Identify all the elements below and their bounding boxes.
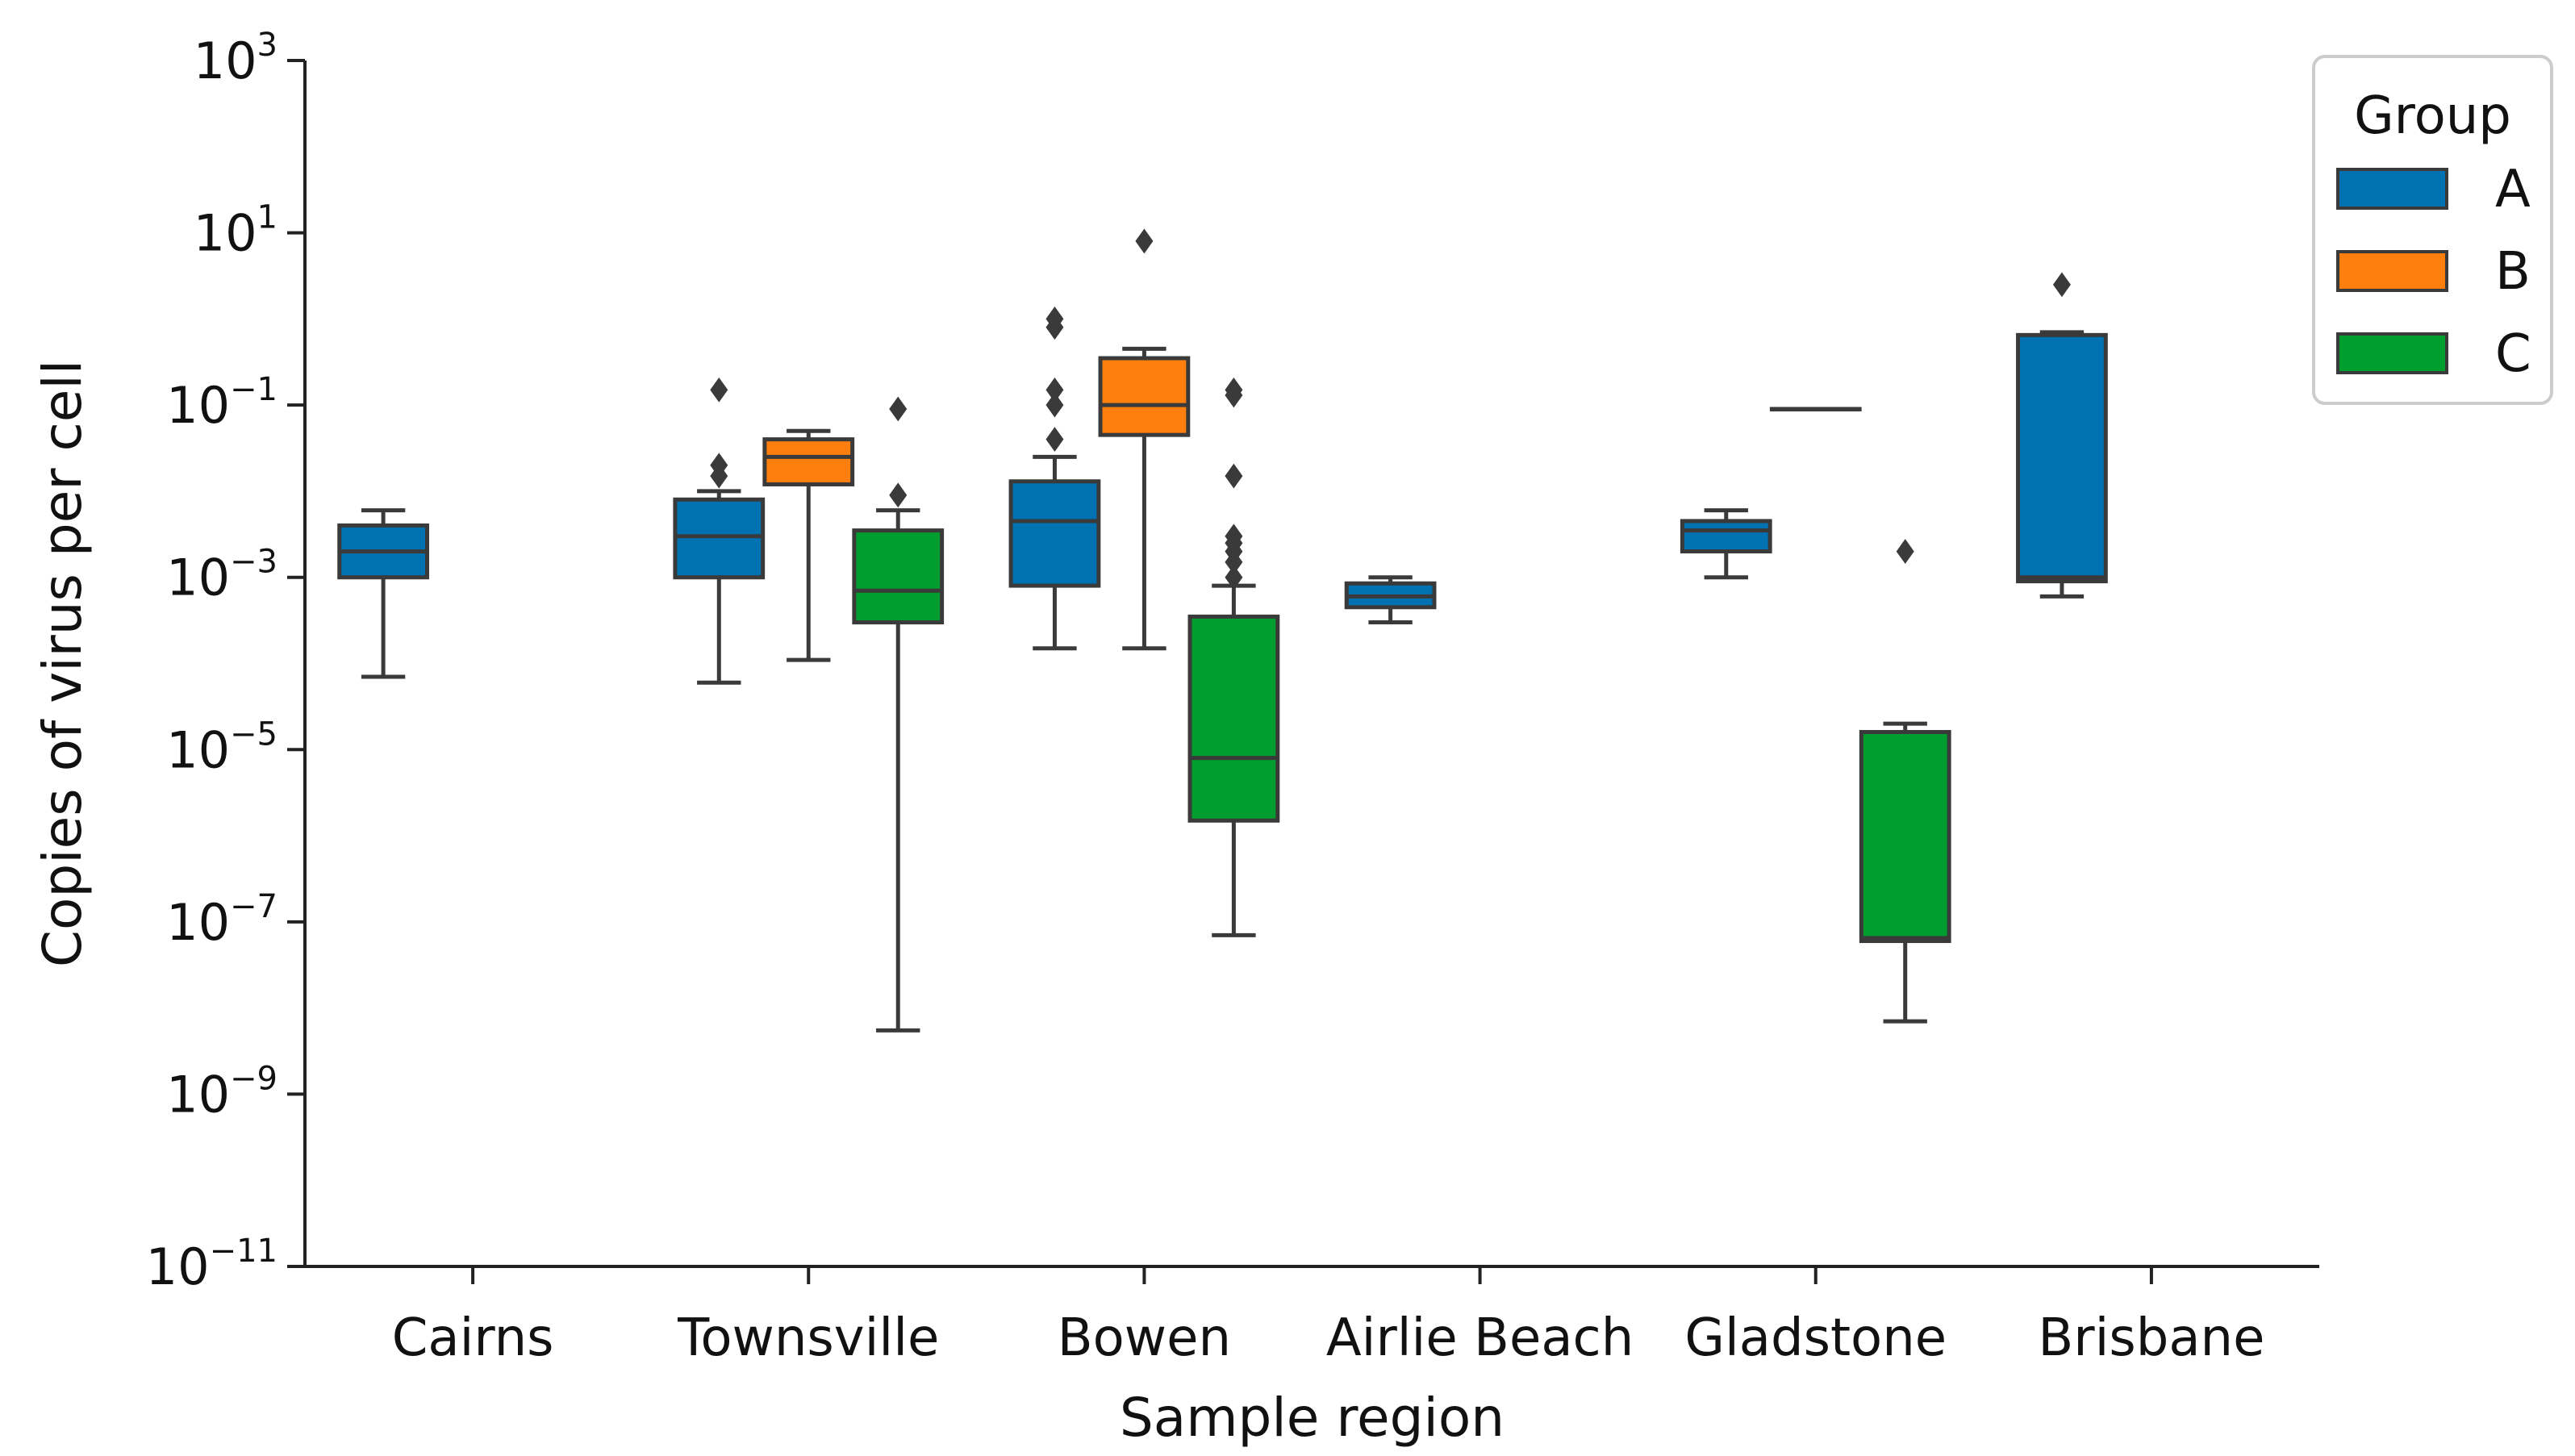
box-body [2016, 332, 2108, 584]
outlier-point [1225, 565, 1243, 590]
y-tick-label: 101 [194, 199, 278, 263]
y-tick-label: 10−11 [146, 1233, 278, 1296]
outlier-point [1896, 539, 1914, 564]
y-tick-label: 103 [194, 27, 278, 90]
box-C-bowen [1187, 377, 1280, 937]
x-tick-label: Townsville [677, 1308, 939, 1368]
box-A-airlie-beach [1344, 575, 1437, 625]
outlier-point [2052, 272, 2071, 298]
legend-swatch-C [2336, 332, 2448, 374]
box-A-gladstone [1680, 508, 1772, 580]
box-C-gladstone [1859, 539, 1951, 1024]
legend-title: Group [2354, 86, 2511, 146]
outlier-point [1045, 377, 1064, 403]
legend-frame [2312, 55, 2553, 405]
x-tick-label: Cairns [392, 1308, 554, 1368]
y-axis-title: Copies of virus per cell [31, 360, 94, 967]
box-A-cairns [337, 508, 429, 679]
legend-label-C: C [2495, 324, 2531, 384]
box-B-gladstone [1769, 407, 1862, 412]
legend-swatch-B [2336, 250, 2448, 292]
y-tick-label: 10−5 [166, 715, 278, 779]
outlier-point [1135, 228, 1154, 254]
outlier-point [1225, 463, 1243, 489]
x-tick-label: Bowen [1058, 1308, 1231, 1368]
outlier-point [710, 377, 728, 403]
outlier-point [1225, 377, 1243, 403]
y-tick-label: 10−9 [166, 1060, 278, 1124]
outlier-point [1045, 427, 1064, 453]
x-tick-label: Brisbane [2038, 1308, 2264, 1368]
box-C-townsville [852, 396, 945, 1033]
box-body [762, 437, 855, 486]
box-body [1680, 519, 1772, 554]
y-tick-label: 10−7 [166, 888, 278, 952]
box-body [1098, 356, 1191, 437]
x-tick-label: Gladstone [1684, 1308, 1947, 1368]
box-A-townsville [673, 377, 766, 685]
outlier-point [1045, 392, 1064, 418]
legend: Group ABC [2312, 55, 2553, 405]
box-B-bowen [1098, 228, 1191, 651]
box-body [1859, 729, 1951, 944]
box-body [852, 528, 945, 625]
box-body [1008, 479, 1101, 588]
outlier-point [1225, 524, 1243, 549]
outlier-point [1045, 306, 1064, 332]
outlier-point [710, 453, 728, 478]
boxes [337, 228, 2108, 1033]
x-tick-label: Airlie Beach [1326, 1308, 1634, 1368]
legend-swatch-A [2336, 168, 2448, 210]
y-tick-label: 10−3 [166, 544, 278, 607]
box-body [1187, 614, 1280, 823]
box-body [673, 497, 766, 580]
x-axis-title: Sample region [1120, 1387, 1505, 1449]
box-A-bowen [1008, 306, 1101, 651]
outlier-point [889, 482, 908, 508]
outlier-point [889, 396, 908, 422]
box-A-brisbane [2016, 272, 2108, 599]
axes: 103 101 10−1 10−3 10−5 10−7 10−9 10−11 Cairns Tow… [31, 27, 2319, 1449]
y-tick-label: 10−1 [166, 371, 278, 435]
legend-label-A: A [2495, 160, 2531, 219]
box-B-townsville [762, 428, 855, 662]
legend-label-B: B [2495, 242, 2531, 302]
